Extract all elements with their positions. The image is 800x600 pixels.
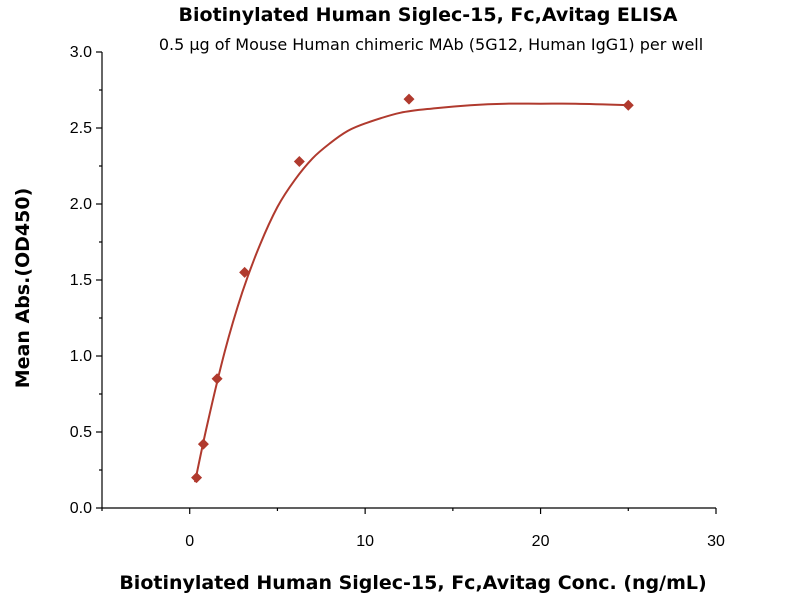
chart-title: Biotinylated Human Siglec-15, Fc,Avitag … <box>179 4 678 26</box>
data-point <box>191 472 203 484</box>
data-point <box>293 155 305 167</box>
x-tick-label: 30 <box>707 533 725 550</box>
x-tick-label: 0 <box>185 533 194 550</box>
y-tick-label: 3.0 <box>70 44 92 61</box>
x-tick-label: 10 <box>356 533 374 550</box>
fit-curve <box>194 102 629 483</box>
data-point <box>403 93 415 105</box>
data-point <box>197 438 209 450</box>
y-tick-label: 0.0 <box>70 500 92 517</box>
y-tick-label: 2.5 <box>70 120 92 137</box>
data-point <box>211 373 223 385</box>
y-tick-label: 2.0 <box>70 196 92 213</box>
x-tick-label: 20 <box>532 533 550 550</box>
y-axis-label: Mean Abs.(OD450) <box>12 188 34 389</box>
data-point <box>622 99 634 111</box>
plot-area: 0.0 0.5 1.0 1.5 2.0 2.5 3.0 0 10 20 30 <box>70 44 725 550</box>
y-tick-label: 0.5 <box>70 424 92 441</box>
y-tick-label: 1.0 <box>70 348 92 365</box>
x-axis-label: Biotinylated Human Siglec-15, Fc,Avitag … <box>119 572 706 594</box>
data-point <box>239 266 251 278</box>
chart-subtitle: 0.5 μg of Mouse Human chimeric MAb (5G12… <box>159 35 703 54</box>
y-tick-label: 1.5 <box>70 272 92 289</box>
